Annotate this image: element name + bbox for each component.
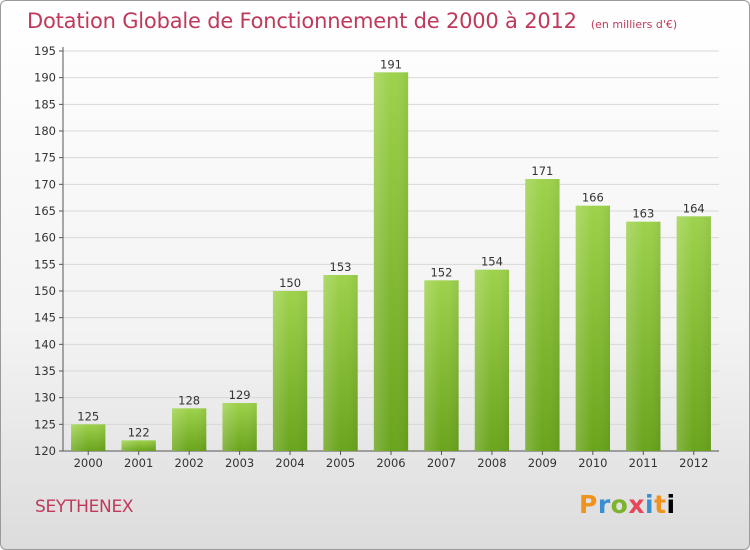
bar-shine — [171, 408, 207, 451]
x-tick-label: 2004 — [275, 456, 304, 470]
logo-letter: o — [610, 490, 629, 519]
logo-letter: t — [654, 490, 667, 519]
bar-value-label: 171 — [531, 164, 553, 178]
y-tick-label: 165 — [34, 204, 56, 218]
y-tick-label: 150 — [34, 284, 56, 298]
bar-shine — [474, 269, 510, 451]
x-tick-label: 2007 — [427, 456, 456, 470]
bar-shine — [272, 291, 308, 451]
x-tick-label: 2000 — [74, 456, 103, 470]
x-tick-label: 2003 — [225, 456, 254, 470]
bar-shine — [71, 424, 106, 451]
bar-shine — [323, 275, 358, 451]
bar-shine — [676, 216, 711, 451]
commune-name: SEYTHENEX — [35, 497, 134, 517]
bar-shine — [373, 72, 409, 451]
x-tick-label: 2002 — [175, 456, 204, 470]
y-tick-label: 170 — [34, 177, 56, 191]
chart-title: Dotation Globale de Fonctionnement de 20… — [27, 9, 677, 33]
bar-value-label: 166 — [582, 191, 604, 205]
bar-value-label: 153 — [330, 260, 352, 274]
bar-value-label: 164 — [683, 201, 705, 215]
x-tick-label: 2010 — [578, 456, 607, 470]
bar-shine — [525, 179, 560, 451]
bars — [71, 72, 711, 451]
logo-letter: x — [628, 490, 645, 519]
title-text: Dotation Globale de Fonctionnement de 20… — [27, 9, 577, 33]
logo-letter: i — [645, 490, 655, 519]
y-tick-label: 185 — [34, 97, 56, 111]
y-tick-label: 195 — [34, 44, 56, 58]
y-tick-label: 145 — [34, 311, 56, 325]
bar-value-label: 129 — [229, 388, 251, 402]
data-labels: 125 122 128 129 150 153 191 152 154 171 166 163 164 — [77, 57, 704, 439]
bar-shine — [626, 221, 661, 451]
x-tick-label: 2005 — [326, 456, 355, 470]
y-tick-label: 160 — [34, 231, 56, 245]
x-tick-label: 2011 — [629, 456, 658, 470]
bar-value-label: 125 — [77, 409, 99, 423]
y-tick-label: 140 — [34, 337, 56, 351]
proxiti-logo[interactable]: Proxiti — [579, 490, 676, 519]
bar-shine — [121, 440, 156, 451]
logo-letter: i — [666, 490, 676, 519]
bar-value-label: 122 — [128, 425, 150, 439]
bar-shine — [424, 280, 459, 451]
bar-value-label: 152 — [430, 265, 452, 279]
bar-shine — [575, 205, 611, 451]
y-tick-label: 155 — [34, 257, 56, 271]
logo-letter: P — [579, 490, 598, 519]
bar-value-label: 128 — [178, 393, 200, 407]
bar-value-label: 163 — [632, 207, 654, 221]
y-tick-label: 175 — [34, 151, 56, 165]
logo-letter: r — [597, 490, 611, 519]
bar-shine — [222, 403, 257, 451]
x-tick-label: 2009 — [528, 456, 557, 470]
y-tick-label: 180 — [34, 124, 56, 138]
y-tick-label: 125 — [34, 417, 56, 431]
y-tick-label: 130 — [34, 391, 56, 405]
x-tick-label: 2006 — [376, 456, 405, 470]
x-tick-label: 2012 — [679, 456, 708, 470]
x-tick-label: 2008 — [477, 456, 506, 470]
bar-value-label: 191 — [380, 57, 402, 71]
y-tick-label: 135 — [34, 364, 56, 378]
bar-value-label: 150 — [279, 276, 301, 290]
axes: 120 125 130 135 140 145 150 155 160 165 170 175 180 1… — [34, 44, 719, 470]
bar-value-label: 154 — [481, 255, 503, 269]
y-tick-label: 120 — [34, 444, 56, 458]
x-tick-label: 2001 — [124, 456, 153, 470]
y-tick-label: 190 — [34, 71, 56, 85]
chart-unit-subtitle: (en milliers d'€) — [590, 18, 678, 31]
